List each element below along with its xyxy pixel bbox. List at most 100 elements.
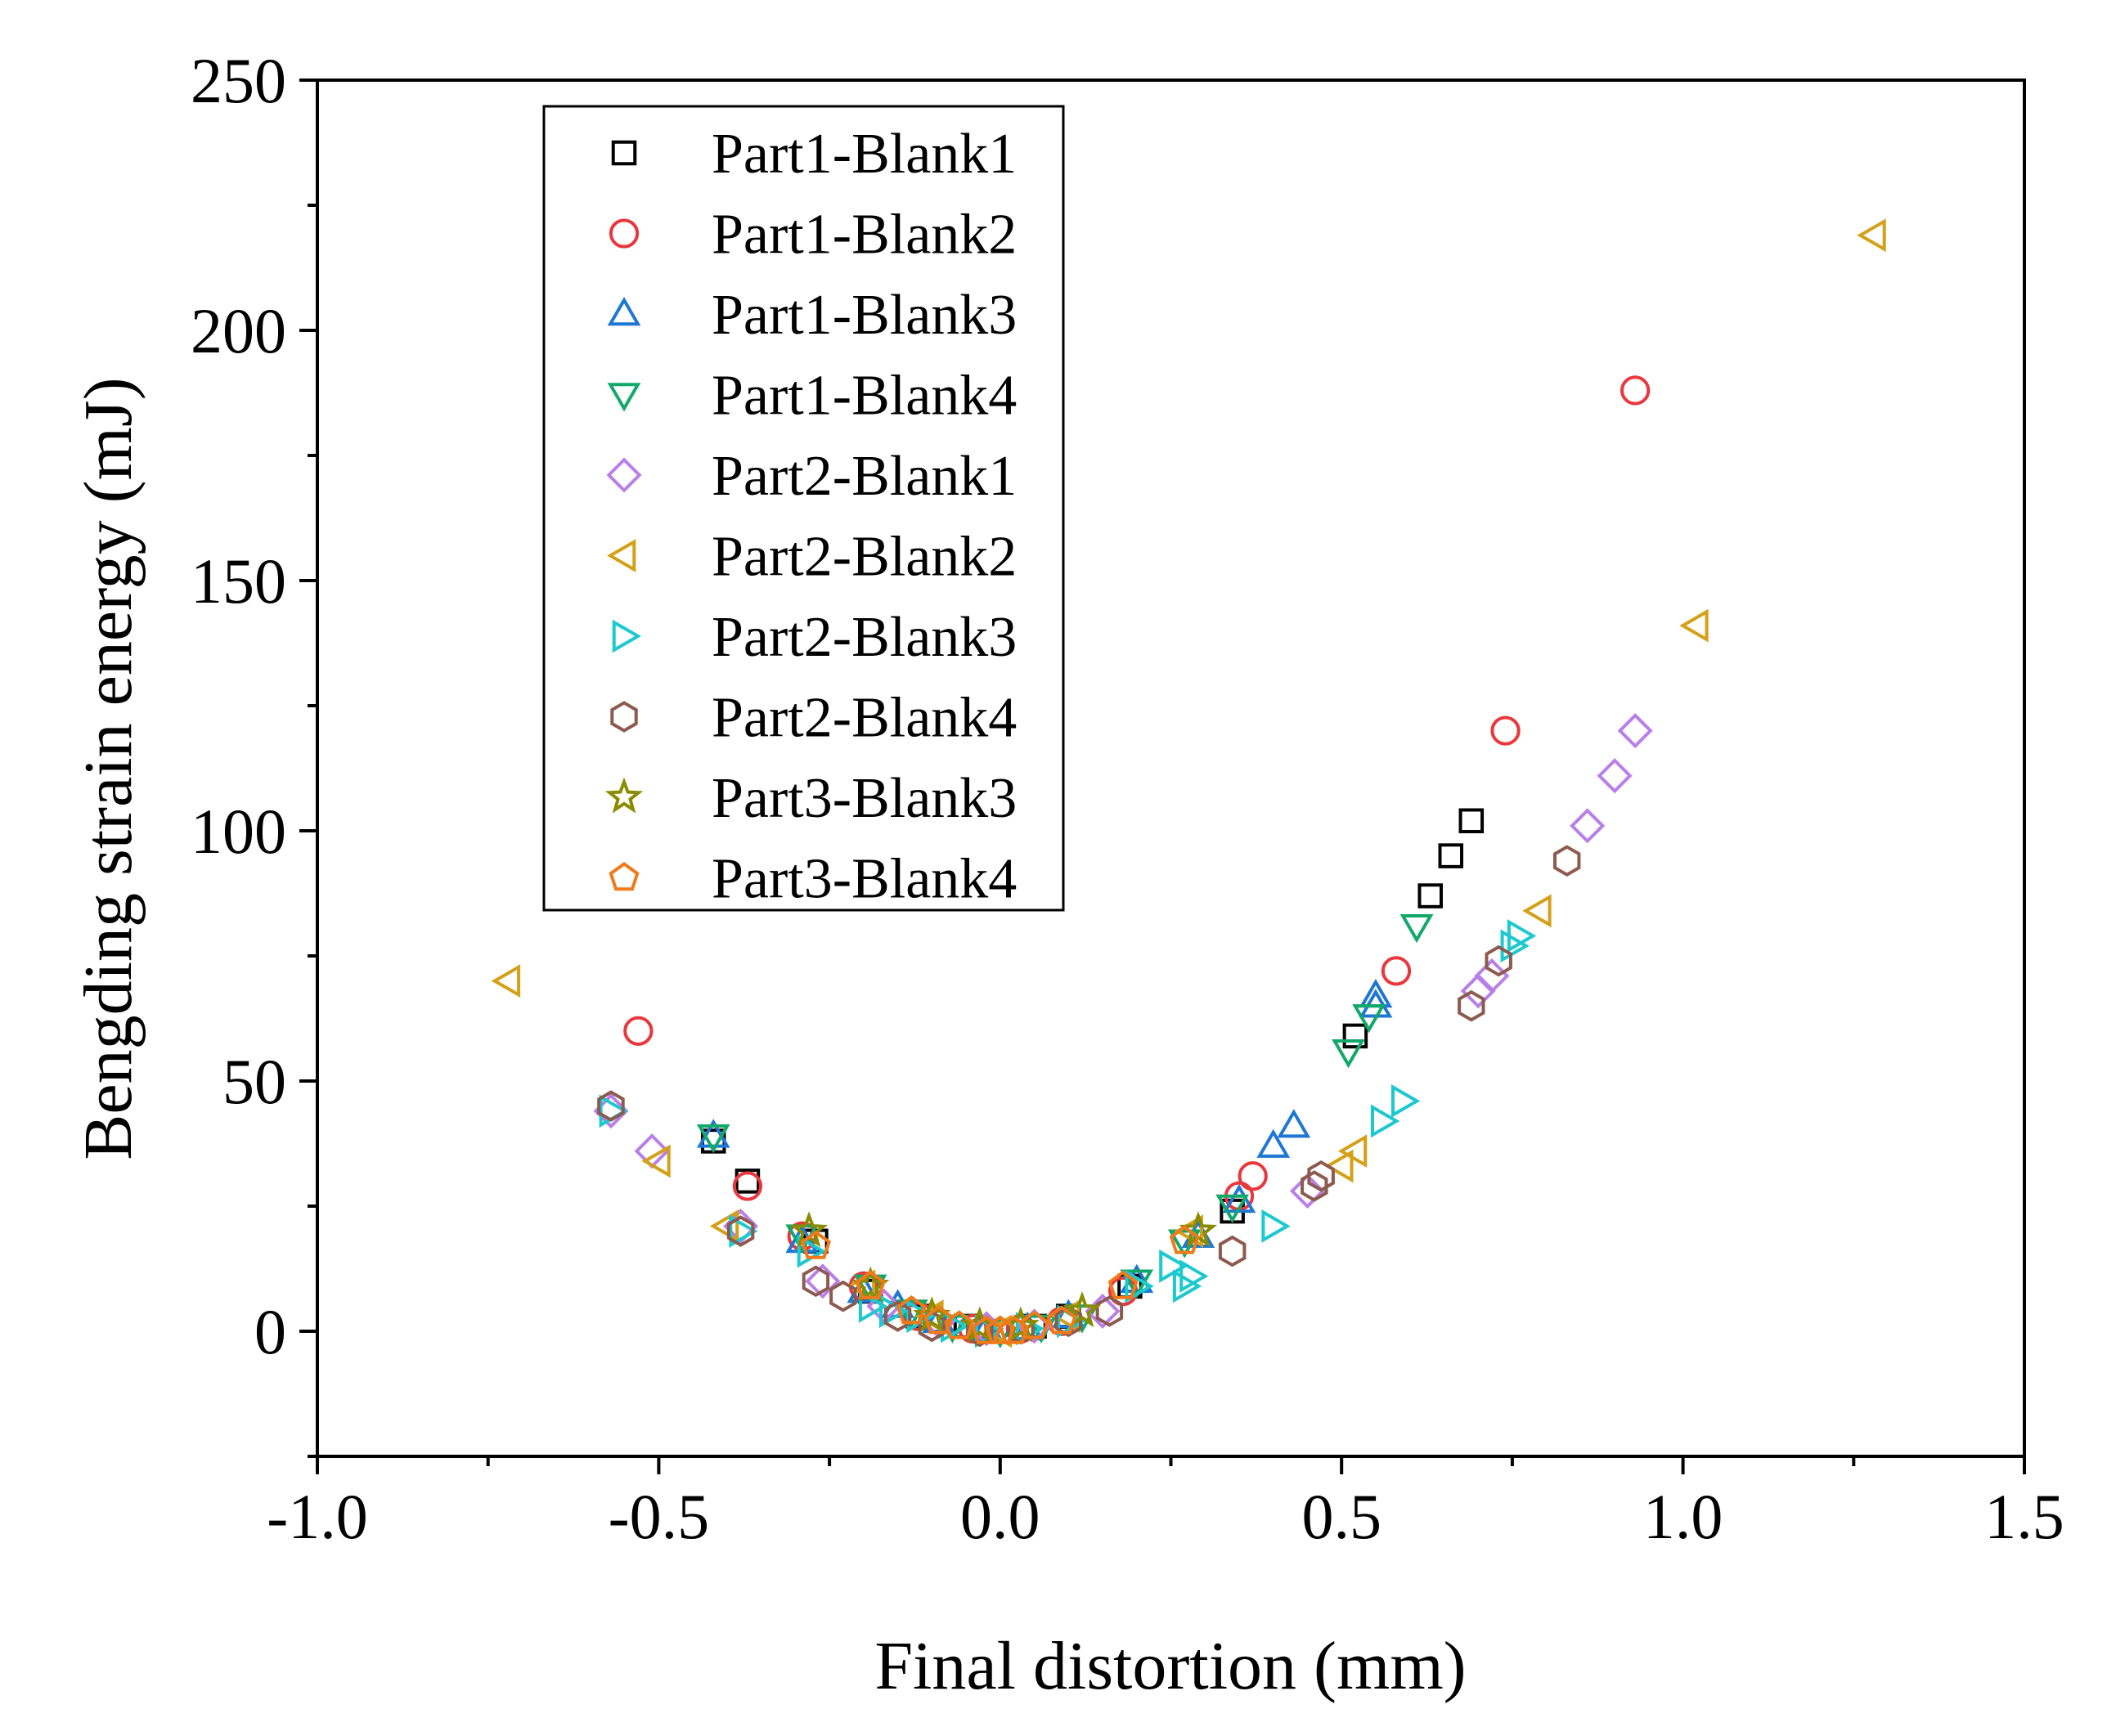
data-point	[1485, 944, 1512, 977]
legend-item: Part1-Blank4	[607, 365, 1017, 428]
data-point	[1381, 956, 1412, 986]
data-point	[1289, 1173, 1326, 1209]
data-point	[923, 1305, 955, 1335]
x-tick-label: -0.5	[609, 1481, 709, 1552]
data-point	[1307, 1160, 1335, 1192]
legend-label: Part3-Blank4	[712, 848, 1017, 911]
data-point	[971, 1315, 1002, 1344]
y-tick-label: 250	[191, 45, 286, 116]
legend-label: Part2-Blank2	[712, 526, 1017, 589]
y-tick-label: 150	[191, 545, 286, 617]
data-point	[1256, 1128, 1291, 1158]
legend-label: Part1-Blank4	[712, 365, 1017, 428]
data-point	[1617, 713, 1653, 749]
data-point	[1218, 1235, 1247, 1267]
data-point	[1507, 919, 1537, 953]
x-tick-label: 0.0	[960, 1481, 1040, 1552]
legend-marker	[606, 457, 642, 493]
legend-item: Part1-Blank2	[609, 204, 1017, 267]
legend-item: Part2-Blank1	[606, 445, 1017, 508]
data-point	[1159, 1249, 1188, 1283]
data-point	[1417, 883, 1443, 908]
data-point	[1019, 1310, 1050, 1339]
legend-box	[542, 105, 1065, 912]
data-point	[696, 1119, 730, 1148]
data-point	[1342, 1023, 1368, 1049]
legend-marker	[611, 140, 637, 166]
data-point	[709, 1209, 739, 1243]
data-point	[732, 1171, 763, 1201]
legend-marker	[604, 777, 644, 814]
data-point	[802, 1265, 830, 1298]
data-point	[1679, 608, 1709, 643]
data-point	[1215, 1194, 1250, 1223]
data-point	[1046, 1305, 1077, 1335]
x-tick-label: -1.0	[267, 1481, 367, 1552]
legend-marker	[612, 619, 642, 653]
data-point	[998, 1315, 1030, 1344]
data-point	[858, 1290, 888, 1323]
x-axis-title: Final distortion (mm)	[874, 1628, 1466, 1704]
data-point	[855, 1270, 886, 1299]
data-point	[1391, 1084, 1421, 1118]
data-point	[805, 1263, 841, 1299]
data-point	[1324, 1149, 1354, 1183]
legend-item: Part2-Blank4	[610, 687, 1017, 750]
data-point	[1570, 808, 1606, 844]
axis-ticks: -1.0 -0.5 0.0 0.5 1.0 1.5 0 50 100 150 200 250	[191, 45, 2064, 1552]
data-point	[800, 1230, 831, 1259]
data-point	[1332, 1039, 1365, 1069]
data-point	[696, 1124, 730, 1154]
y-tick-label: 50	[222, 1046, 286, 1117]
series-part2-blank4	[597, 845, 1581, 1348]
legend-item: Part1-Blank3	[607, 284, 1017, 347]
legend-label: Part3-Blank3	[712, 767, 1017, 830]
y-tick-label: 0	[254, 1296, 286, 1367]
data-point	[1857, 218, 1886, 253]
legend-marker	[606, 539, 636, 572]
y-axis-title: Bengding strain energy (mJ)	[70, 377, 146, 1160]
legend-label: Part2-Blank1	[712, 445, 1017, 508]
legend-item: Part3-Blank4	[609, 848, 1017, 911]
legend-marker	[609, 218, 640, 249]
data-point	[1438, 843, 1464, 868]
data-point	[1553, 845, 1581, 877]
legend-label: Part2-Blank3	[712, 606, 1017, 669]
y-tick-label: 100	[191, 796, 286, 867]
data-point	[1500, 929, 1530, 963]
data-point	[1179, 1259, 1209, 1294]
data-point	[1522, 894, 1552, 928]
data-point	[944, 1310, 975, 1339]
data-point	[1107, 1270, 1139, 1299]
data-point	[1337, 1134, 1368, 1169]
legend-marker	[609, 862, 640, 891]
x-tick-label: 1.5	[1984, 1481, 2064, 1552]
series-part2-blank3	[599, 919, 1537, 1348]
data-point	[1301, 1170, 1328, 1202]
data-point	[597, 1090, 625, 1122]
legend-item: Part2-Blank3	[612, 606, 1017, 669]
legend: Part1-Blank1 Part1-Blank2 Part1-Blank3 Part…	[604, 123, 1017, 911]
data-point	[1474, 958, 1510, 994]
data-point	[1238, 1161, 1268, 1191]
data-point	[1095, 1295, 1124, 1327]
legend-item: Part2-Blank2	[606, 526, 1017, 589]
data-point	[1172, 1269, 1202, 1303]
legend-item: Part1-Blank1	[611, 123, 1017, 186]
data-point	[1399, 914, 1434, 944]
data-point	[883, 1300, 912, 1332]
data-point	[1597, 758, 1633, 794]
data-point	[1352, 1004, 1386, 1034]
data-point	[1458, 808, 1485, 834]
series-part3-blank4	[800, 1225, 1200, 1344]
y-tick-label: 200	[191, 295, 286, 366]
x-tick-label: 0.5	[1301, 1481, 1381, 1552]
data-point	[491, 964, 521, 998]
data-point	[896, 1295, 927, 1325]
legend-label: Part1-Blank3	[712, 284, 1017, 347]
data-point	[1125, 1269, 1154, 1303]
data-point	[726, 1215, 755, 1247]
legend-label: Part1-Blank2	[712, 204, 1017, 267]
